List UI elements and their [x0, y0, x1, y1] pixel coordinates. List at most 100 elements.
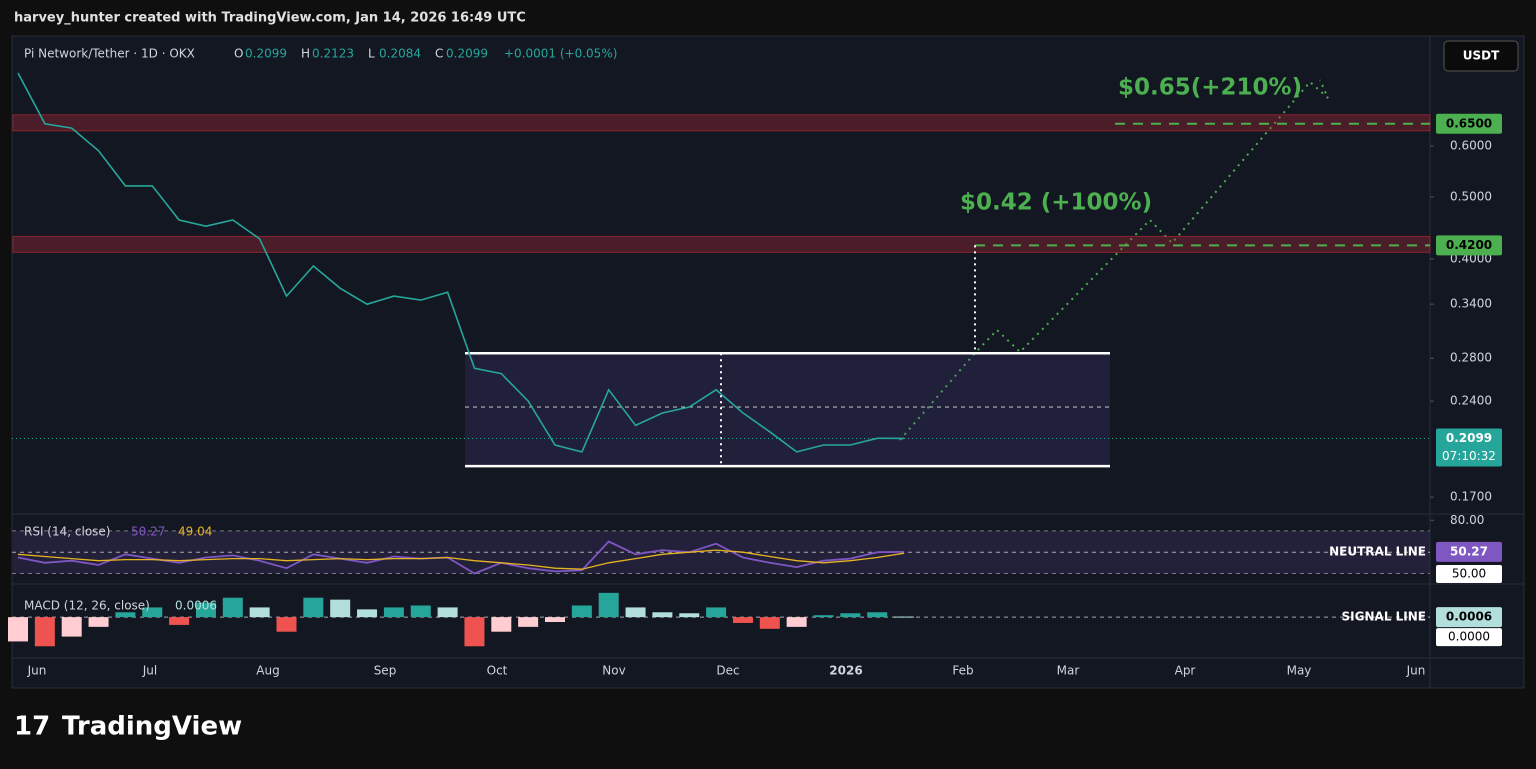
x-tick-label: Nov [602, 664, 625, 678]
macd-bar [410, 605, 431, 618]
logo: 17 [14, 712, 50, 742]
logo-mark: 17 [14, 712, 50, 742]
price-badge [1436, 541, 1502, 562]
rsi-ma-value: 49.04 [178, 525, 212, 539]
ohlc-value: 0.2099 [446, 47, 488, 61]
range-box [465, 353, 1110, 467]
macd-bar [571, 605, 592, 618]
y-tick-label: 0.3400 [1450, 297, 1492, 311]
countdown-label: 07:10:32 [1442, 449, 1496, 463]
price-badge-label: 50.00 [1452, 567, 1486, 581]
macd-bar [142, 607, 163, 618]
macd-bar [625, 607, 646, 618]
price-badge [1436, 607, 1502, 628]
chart-panel [11, 35, 1525, 689]
macd-value: 0.0006 [175, 599, 217, 613]
macd-bar [464, 617, 485, 647]
macd-bar [786, 617, 807, 627]
x-tick-label: Jun [1406, 664, 1426, 678]
x-tick-label: May [1287, 664, 1312, 678]
rsi-line [17, 549, 905, 570]
x-tick-label: Dec [716, 664, 739, 678]
macd-bar [894, 616, 915, 618]
macd-bar [759, 617, 780, 629]
symbol-name: Pi Network/Tether · 1D · OKX [24, 47, 195, 61]
macd-bar [706, 607, 727, 618]
macd-bar [330, 599, 351, 618]
y-tick-label: 0.6000 [1450, 139, 1492, 153]
macd-bar [115, 612, 136, 618]
projection-path [899, 79, 1329, 441]
y-tick-label: 0.2400 [1450, 394, 1492, 408]
rsi-value: 50.27 [131, 525, 165, 539]
x-tick-label: Sep [374, 664, 397, 678]
ohlc-label: C [435, 47, 443, 61]
price-badge [1436, 628, 1502, 647]
macd-bar [303, 597, 324, 618]
x-tick-label: Mar [1057, 664, 1080, 678]
macd-bar [169, 617, 190, 625]
macd-title: MACD (12, 26, close) [24, 599, 150, 613]
price-badge-label: 0.0000 [1448, 630, 1490, 644]
macd-bar [8, 617, 28, 642]
y-tick-label: 0.2800 [1450, 351, 1492, 365]
ohlc-label: H [301, 47, 310, 61]
ohlc-label: L [368, 47, 375, 61]
ohlc-value: 0.2099 [245, 47, 287, 61]
price-badge-label: 0.6500 [1446, 116, 1492, 130]
macd-bar [813, 615, 834, 618]
x-tick-label: Oct [487, 664, 508, 678]
macd-bar [732, 617, 753, 623]
macd-bar [195, 602, 216, 618]
rsi-band [13, 530, 1430, 574]
price-badge-label: 0.0006 [1446, 610, 1492, 624]
currency-label[interactable]: USDT [1463, 49, 1500, 63]
ohlc-value: 0.2084 [379, 47, 421, 61]
price-badge-label: 50.27 [1450, 544, 1488, 558]
x-tick-label: Apr [1175, 664, 1196, 678]
rsi-title: RSI (14, close) [24, 525, 110, 539]
brand-name: TradingView [62, 712, 242, 742]
price-badge [1436, 113, 1502, 134]
macd-bar [598, 592, 619, 618]
price-badge [1436, 565, 1502, 583]
macd-bar [88, 617, 109, 627]
price-badge-label: 0.2099 [1446, 431, 1492, 445]
macd-bar [276, 617, 297, 632]
price-badge [1436, 235, 1502, 256]
price-line [17, 72, 905, 453]
macd-bar [679, 613, 700, 618]
macd-bar [867, 612, 888, 618]
price-badge [1436, 428, 1502, 467]
macd-bar [840, 613, 861, 618]
x-tick-label: Jul [142, 664, 157, 678]
change-value: +0.0001 (+0.05%) [504, 47, 617, 61]
x-tick-label: 2026 [829, 664, 862, 678]
ohlc-label: O [234, 47, 243, 61]
resistance-zone [12, 114, 1431, 132]
macd-bar [545, 617, 565, 622]
x-tick-label: Jun [27, 664, 47, 678]
target-annotation: $0.65(+210%) [1118, 75, 1302, 101]
macd-bar [61, 617, 82, 637]
macd-bar [357, 609, 378, 618]
macd-bar [652, 612, 673, 618]
x-tick-label: Aug [256, 664, 279, 678]
macd-bar [222, 597, 243, 618]
price-badge-label: 0.4200 [1446, 238, 1492, 252]
currency-button[interactable] [1443, 40, 1519, 72]
x-tick-label: Feb [952, 664, 973, 678]
header-text: harvey_hunter created with TradingView.c… [14, 11, 526, 26]
target-annotation: $0.42 (+100%) [960, 190, 1152, 216]
macd-bar [383, 607, 404, 618]
ohlc-value: 0.2123 [312, 47, 354, 61]
macd-bar [518, 617, 539, 627]
macd-bar [491, 617, 512, 632]
y-tick-label: 80.00 [1450, 513, 1484, 527]
macd-bar [249, 607, 270, 618]
y-tick-label: 0.5000 [1450, 189, 1492, 203]
macd-bar [437, 607, 458, 618]
macd-bar [34, 617, 55, 647]
